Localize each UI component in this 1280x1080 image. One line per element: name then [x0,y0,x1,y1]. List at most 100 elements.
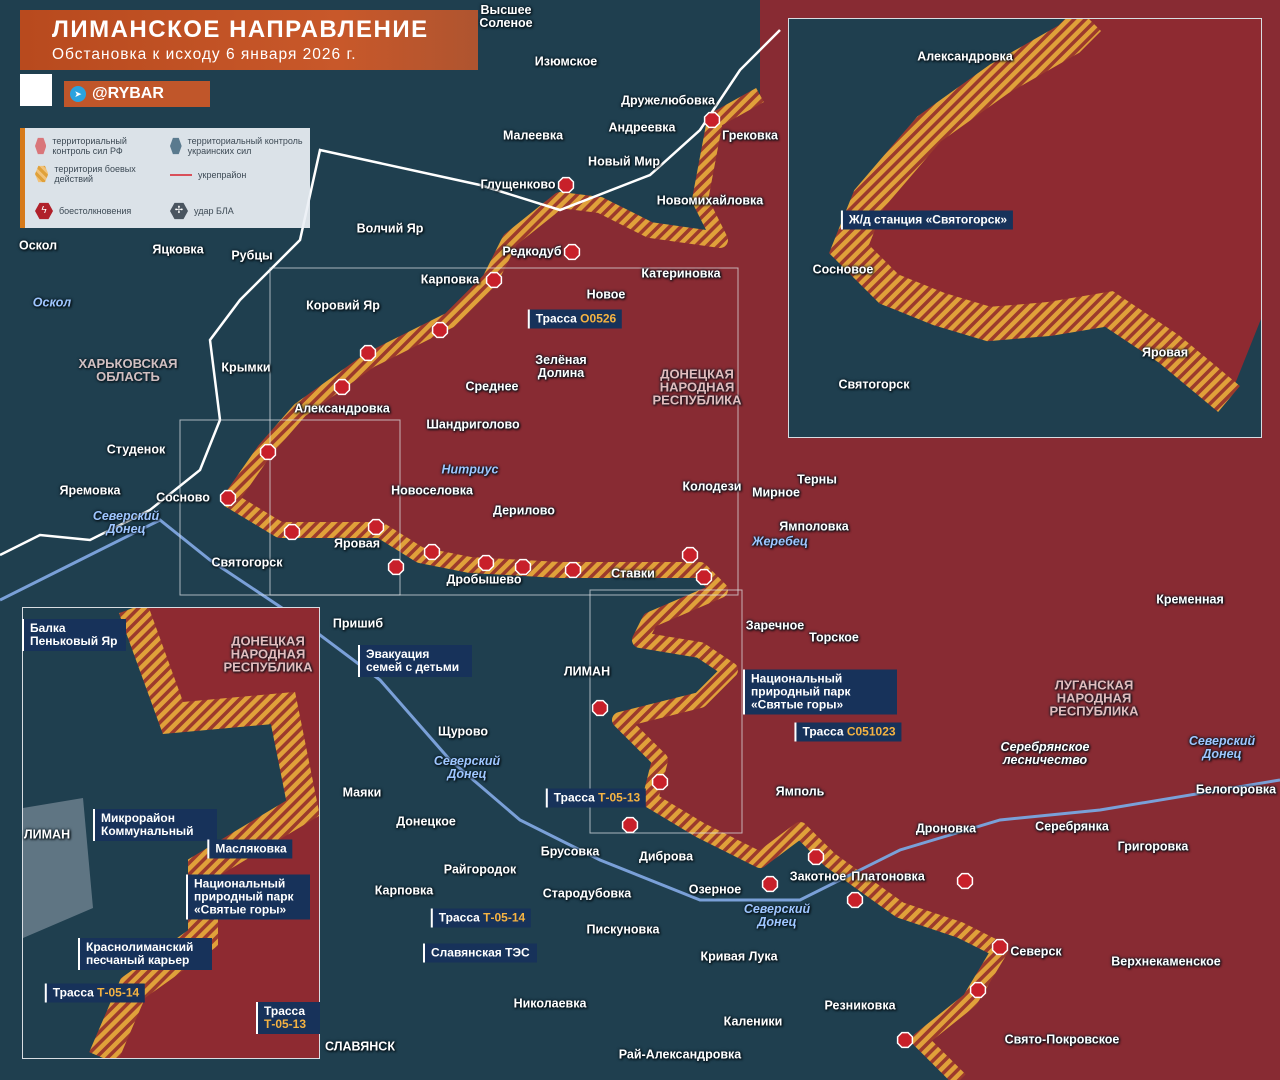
callout-code: Т-05-13 [598,790,641,805]
clash-icon [761,875,779,893]
callout-text: Национальный природный парк «Святые горы… [751,671,851,712]
legend: территориальный контроль сил РФ территор… [20,128,310,228]
place-label: Каленики [723,1014,783,1029]
place-label: Среднее [465,379,519,394]
clash-icon [367,518,385,536]
clash-icon [564,561,582,579]
place-label: Рай-Александровка [618,1047,742,1062]
callout-text: Трасса [438,910,484,925]
place-label: Глущенково [480,177,556,192]
brand-handle: @RYBAR [92,85,164,102]
place-label: Стародубовка [542,886,632,901]
rf-control-icon [35,137,47,155]
place-label: Щурово [438,724,488,739]
place-label: Оскол [18,238,58,253]
river-label: Северский Донец [743,902,811,929]
clash-icon [807,848,825,866]
inset-place-label: Яровая [1141,345,1189,360]
legend-drone-strike: удар БЛА [194,206,234,216]
brand-badge[interactable]: ➤ @RYBAR [64,81,210,107]
inset-callout-label: Трасса Т-05-14 [44,983,146,1003]
place-label: ЛИМАН [563,664,611,679]
clash-icon [703,111,721,129]
place-label: Райгородок [443,862,517,877]
place-label: Григоровка [1117,839,1189,854]
place-label: Коровий Яр [306,298,380,313]
callout-label: Трасса O0526 [527,309,623,329]
place-label: Терны [797,472,837,487]
river-label: Жеребец [752,534,808,549]
callout-text: Трасса [553,790,599,805]
place-label: Зелёная Долина [535,353,587,380]
clash-icon [695,568,713,586]
clash-icon [681,546,699,564]
ua-control-icon [170,137,182,155]
callout-text: Трасса [52,985,98,1000]
callout-label: Трасса Т-05-14 [430,908,532,928]
place-label: Белогоровка [1195,782,1277,797]
clash-icon [477,554,495,572]
river-label: Оскол [32,295,72,310]
callout-text: Трасса [802,724,847,739]
callout-text: Трасса [264,1004,306,1018]
clash-icon [563,243,581,261]
inset-map [789,19,1261,437]
place-label: Рубцы [231,248,273,263]
inset-callout-label: Национальный природный парк «Святые горы… [186,874,310,920]
place-label: Изюмское [534,54,598,69]
inset-svyatogorsk [788,18,1262,438]
place-label: Заречное [745,618,805,633]
callout-text: Эвакуация семей с детьми [366,647,460,674]
place-label: Редкодуб [502,244,562,259]
legend-combat-zone: территория боевых действий [54,164,136,184]
callout-label: Трасса C051023 [794,722,902,742]
forest-label: Серебрянское лесничество [1000,740,1090,767]
place-label: Колодези [682,479,742,494]
callout-label: Славянская ТЭС [423,943,537,963]
clash-icon [846,891,864,909]
callout-label: Национальный природный парк «Святые горы… [743,669,897,715]
qr-code [20,74,52,106]
place-label: Яровая [333,536,381,551]
river-label: Северский Донец [433,754,501,781]
place-label: Северск [1010,944,1062,959]
place-label: Диброва [638,849,694,864]
combat-zone-icon [35,165,49,183]
place-label: Платоновка [851,869,925,884]
river-label: Нитриус [441,462,499,477]
place-label: Яремовка [59,483,121,498]
river-label: Северский Донец [1188,734,1256,761]
inset-map [23,608,319,1058]
clash-icon [219,489,237,507]
inset-callout-label: Трасса Т-05-13 [256,1002,320,1034]
clash-icon [485,271,503,289]
inset-place-label: Святогорск [838,377,910,392]
place-label: Маяки [342,785,382,800]
place-label: Ямполовка [779,519,849,534]
clash-icon [431,321,449,339]
clash-icon [259,443,277,461]
callout-label: Трасса Т-05-13 [545,788,647,808]
page-subtitle: Обстановка к исходу 6 января 2026 г. [52,46,357,63]
place-label: Грековка [722,128,778,143]
place-label: Николаевка [513,996,587,1011]
place-label: Мирное [752,485,800,500]
place-label: Крымки [221,360,271,375]
place-label: Кременная [1156,592,1224,607]
callout-text: Масляковка [215,841,287,856]
clash-icon [991,938,1009,956]
legend-fortified: укрепрайон [198,170,247,180]
clash-icon [591,699,609,717]
place-label: Малеевка [502,128,564,143]
drone-icon: ✢ [170,202,188,220]
inset-frame [179,419,401,596]
legend-rf-control: территориальный контроль сил РФ [52,136,127,156]
place-label: Студенок [106,442,166,457]
place-label: Ямполь [775,784,825,799]
callout-text: Краснолиманский песчаный карьер [86,940,194,967]
inset-place-label: ЛИМАН [23,827,71,842]
inset-callout-label: Краснолиманский песчаный карьер [78,938,212,970]
callout-code: Т-05-14 [97,985,140,1000]
river-label: Северский Донец [92,509,160,536]
inset-place-label: Александровка [917,49,1013,64]
